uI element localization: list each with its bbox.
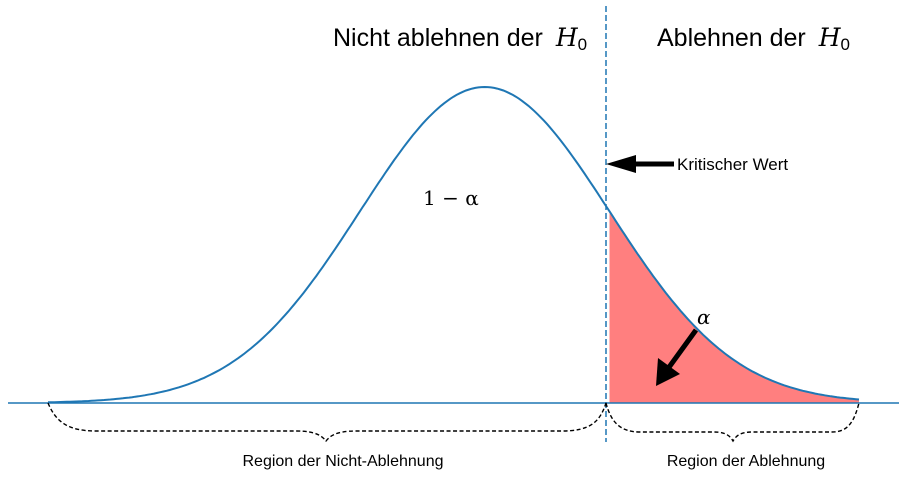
one-minus-alpha-label: 1 − α [423, 186, 479, 210]
h0-subscript-reject: 0 [841, 35, 850, 54]
alpha-arrow [656, 328, 699, 386]
region-non-rejection-label: Region der Nicht-Ablehnung [242, 453, 443, 470]
h0-subscript: 0 [578, 35, 587, 54]
critical-value-label: Kritischer Wert [677, 155, 788, 174]
critical-value-arrow [606, 155, 674, 173]
heading-do-not-reject: Nicht ablehnen der H0 [333, 23, 587, 54]
brace-rejection-region [605, 402, 860, 443]
region-rejection-label: Region der Ablehnung [667, 453, 825, 470]
alpha-label: α [697, 305, 711, 329]
heading-do-not-reject-text: Nicht ablehnen der [333, 24, 543, 52]
heading-reject-text: Ablehnen der [657, 24, 806, 52]
heading-reject: Ablehnen der H0 [657, 23, 850, 54]
h0-symbol-reject: H [818, 23, 842, 52]
rejection-region-area [609, 211, 859, 403]
brace-non-rejection-region [47, 402, 607, 443]
h0-symbol: H [555, 23, 579, 52]
normal-distribution-curve [47, 85, 860, 404]
